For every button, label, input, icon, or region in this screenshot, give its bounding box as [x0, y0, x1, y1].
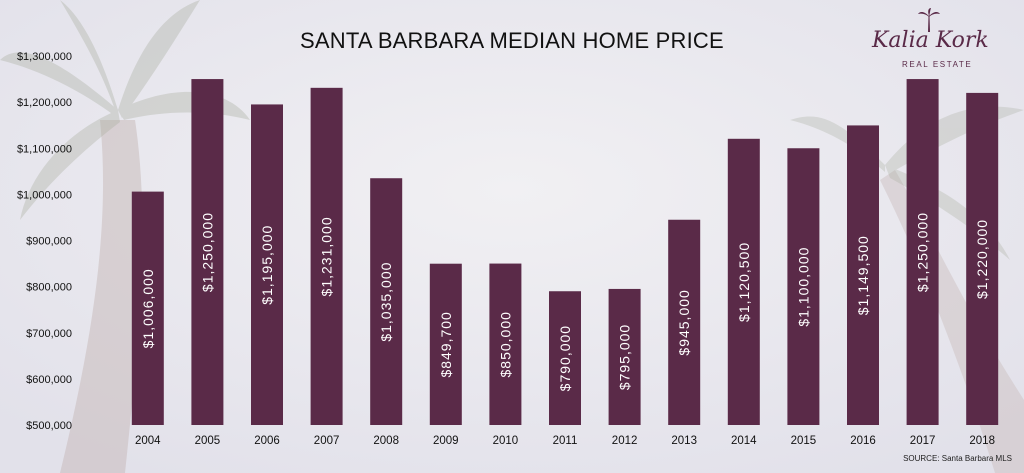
x-tick-label: 2017: [910, 435, 936, 447]
bar: [191, 79, 224, 425]
bar-data-label: $945,000: [676, 289, 692, 355]
x-tick-label: 2018: [969, 435, 995, 447]
bar: [787, 148, 820, 425]
x-tick-label: 2009: [433, 435, 459, 447]
brand-logo: Kalia Kork REAL ESTATE: [862, 8, 992, 78]
x-tick-label: 2007: [314, 435, 340, 447]
bar-data-label: $850,000: [497, 311, 513, 377]
bar: [966, 92, 999, 426]
bar: [727, 138, 760, 425]
bar-data-label: $790,000: [557, 325, 573, 391]
palm-logo-icon: [918, 8, 940, 32]
chart-title: SANTA BARBARA MEDIAN HOME PRICE: [300, 28, 724, 53]
bar: [847, 125, 879, 425]
x-tick-label: 2004: [135, 435, 161, 447]
bar: [370, 178, 403, 425]
y-tick-label: $1,300,000: [17, 51, 72, 63]
x-tick-label: 2013: [671, 435, 697, 447]
bar: [608, 288, 641, 425]
bar-data-label: $795,000: [617, 324, 633, 390]
source-note: SOURCE: Santa Barbara MLS: [903, 454, 1012, 463]
x-tick-label: 2010: [493, 435, 519, 447]
bar: [131, 191, 164, 425]
bar-data-label: $849,700: [438, 311, 454, 377]
y-tick-label: $700,000: [26, 328, 72, 340]
bar-data-label: $1,250,000: [199, 212, 215, 292]
x-tick-label: 2012: [612, 435, 638, 447]
bar: [310, 87, 343, 426]
x-tick-label: 2014: [731, 435, 757, 447]
x-tick-label: 2005: [195, 435, 221, 447]
bar-data-label: $1,231,000: [319, 216, 335, 296]
bar: [549, 291, 581, 425]
y-tick-label: $600,000: [26, 374, 72, 386]
x-tick-label: 2008: [373, 435, 399, 447]
x-tick-label: 2016: [850, 435, 876, 447]
x-tick-label: 2011: [553, 435, 578, 447]
y-tick-label: $1,100,000: [17, 143, 72, 155]
brand-subtitle: REAL ESTATE: [902, 60, 973, 69]
brand-name: Kalia Kork: [872, 28, 989, 53]
y-tick-label: $900,000: [26, 236, 72, 248]
bar-data-label: $1,100,000: [795, 247, 811, 327]
bar-data-label: $1,250,000: [915, 212, 931, 292]
y-tick-label: $500,000: [26, 420, 72, 432]
y-tick-label: $1,000,000: [17, 189, 72, 201]
bar-data-label: $1,120,500: [736, 242, 752, 322]
bar-data-label: $1,006,000: [140, 268, 156, 348]
bar-data-label: $1,035,000: [378, 262, 394, 342]
bar: [668, 219, 701, 425]
bar: [906, 79, 939, 425]
x-tick-label: 2006: [254, 435, 280, 447]
bar: [429, 263, 462, 425]
bar: [251, 104, 283, 426]
bar-data-label: $1,149,500: [855, 235, 871, 315]
y-tick-label: $1,200,000: [17, 97, 72, 109]
y-tick-label: $800,000: [26, 282, 72, 294]
bar-data-label: $1,195,000: [259, 225, 275, 305]
bar: [489, 263, 522, 425]
x-tick-label: 2015: [791, 435, 817, 447]
bar-data-label: $1,220,000: [974, 219, 990, 299]
